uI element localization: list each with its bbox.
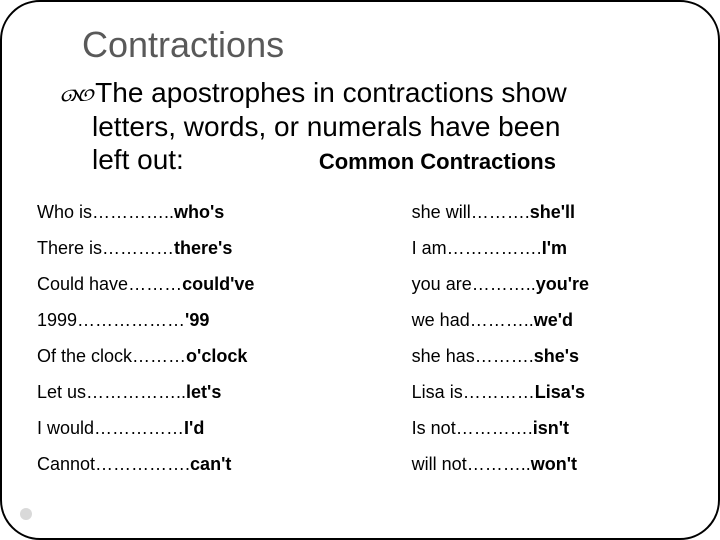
phrase-plain: Who is…………..	[37, 202, 174, 222]
cell-left: I would……………I'd	[37, 418, 412, 439]
corner-dot-icon	[20, 508, 32, 520]
phrase-bold: can't	[190, 454, 231, 474]
phrase-bold: could've	[182, 274, 254, 294]
phrase-bold: I'm	[542, 238, 567, 258]
phrase-plain: she has……….	[412, 346, 534, 366]
phrase-bold: we'd	[534, 310, 573, 330]
cell-right: I am…………….I'm	[412, 238, 683, 259]
phrase-plain: Could have………	[37, 274, 182, 294]
bullet-line: 🙐 The apostrophes in contractions show	[65, 76, 683, 110]
phrase-bold: isn't	[533, 418, 569, 438]
cell-right: Is not………….isn't	[412, 418, 683, 439]
phrase-plain: you are………..	[412, 274, 536, 294]
phrase-bold: Lisa's	[535, 382, 585, 402]
cell-left: Could have………could've	[37, 274, 412, 295]
phrase-bold: I'd	[184, 418, 204, 438]
phrase-plain: 1999………………	[37, 310, 185, 330]
cell-right: Lisa is…………Lisa's	[412, 382, 683, 403]
table-row: Cannot…………….can'twill not………..won't	[37, 447, 683, 483]
phrase-plain: Let us……………..	[37, 382, 186, 402]
cell-left: 1999………………'99	[37, 310, 412, 331]
contractions-table: Who is…………..who'sshe will……….she'llThere…	[37, 195, 683, 483]
cell-right: she will……….she'll	[412, 202, 683, 223]
phrase-plain: Lisa is…………	[412, 382, 535, 402]
cell-right: will not………..won't	[412, 454, 683, 475]
bullet-icon: 🙐	[60, 76, 97, 109]
phrase-plain: I would……………	[37, 418, 184, 438]
body-leftout: left out:	[92, 143, 184, 177]
phrase-plain: There is…………	[37, 238, 174, 258]
slide-title: Contractions	[82, 24, 683, 66]
cell-left: Of the clock………o'clock	[37, 346, 412, 367]
slide-frame: Contractions 🙐 The apostrophes in contra…	[0, 0, 720, 540]
phrase-plain: Of the clock………	[37, 346, 186, 366]
leftout-line: left out: Common Contractions	[65, 143, 683, 177]
table-row: Who is…………..who'sshe will……….she'll	[37, 195, 683, 231]
table-row: Could have………could'veyou are………..you're	[37, 267, 683, 303]
table-row: Of the clock………o'clockshe has……….she's	[37, 339, 683, 375]
body-line-2: letters, words, or numerals have been	[92, 110, 683, 144]
phrase-plain: she will……….	[412, 202, 530, 222]
phrase-bold: who's	[174, 202, 224, 222]
phrase-plain: will not………..	[412, 454, 531, 474]
phrase-plain: Is not………….	[412, 418, 533, 438]
cell-left: Who is…………..who's	[37, 202, 412, 223]
phrase-plain: we had………..	[412, 310, 534, 330]
phrase-bold: she's	[534, 346, 579, 366]
cell-left: Cannot…………….can't	[37, 454, 412, 475]
cell-right: she has……….she's	[412, 346, 683, 367]
phrase-bold: let's	[186, 382, 221, 402]
phrase-bold: o'clock	[186, 346, 247, 366]
table-row: 1999………………'99we had………..we'd	[37, 303, 683, 339]
phrase-plain: I am…………….	[412, 238, 542, 258]
cell-left: Let us……………..let's	[37, 382, 412, 403]
cell-right: you are………..you're	[412, 274, 683, 295]
table-row: Let us……………..let'sLisa is…………Lisa's	[37, 375, 683, 411]
phrase-bold: won't	[531, 454, 577, 474]
cell-left: There is…………there's	[37, 238, 412, 259]
phrase-bold: there's	[174, 238, 232, 258]
subtitle: Common Contractions	[319, 149, 556, 175]
phrase-plain: Cannot…………….	[37, 454, 190, 474]
phrase-bold: you're	[536, 274, 589, 294]
body-block: 🙐 The apostrophes in contractions show l…	[65, 76, 683, 177]
table-row: There is…………there'sI am…………….I'm	[37, 231, 683, 267]
phrase-bold: she'll	[530, 202, 575, 222]
table-row: I would……………I'dIs not………….isn't	[37, 411, 683, 447]
cell-right: we had………..we'd	[412, 310, 683, 331]
body-line-1: The apostrophes in contractions show	[95, 76, 567, 110]
phrase-bold: '99	[185, 310, 209, 330]
